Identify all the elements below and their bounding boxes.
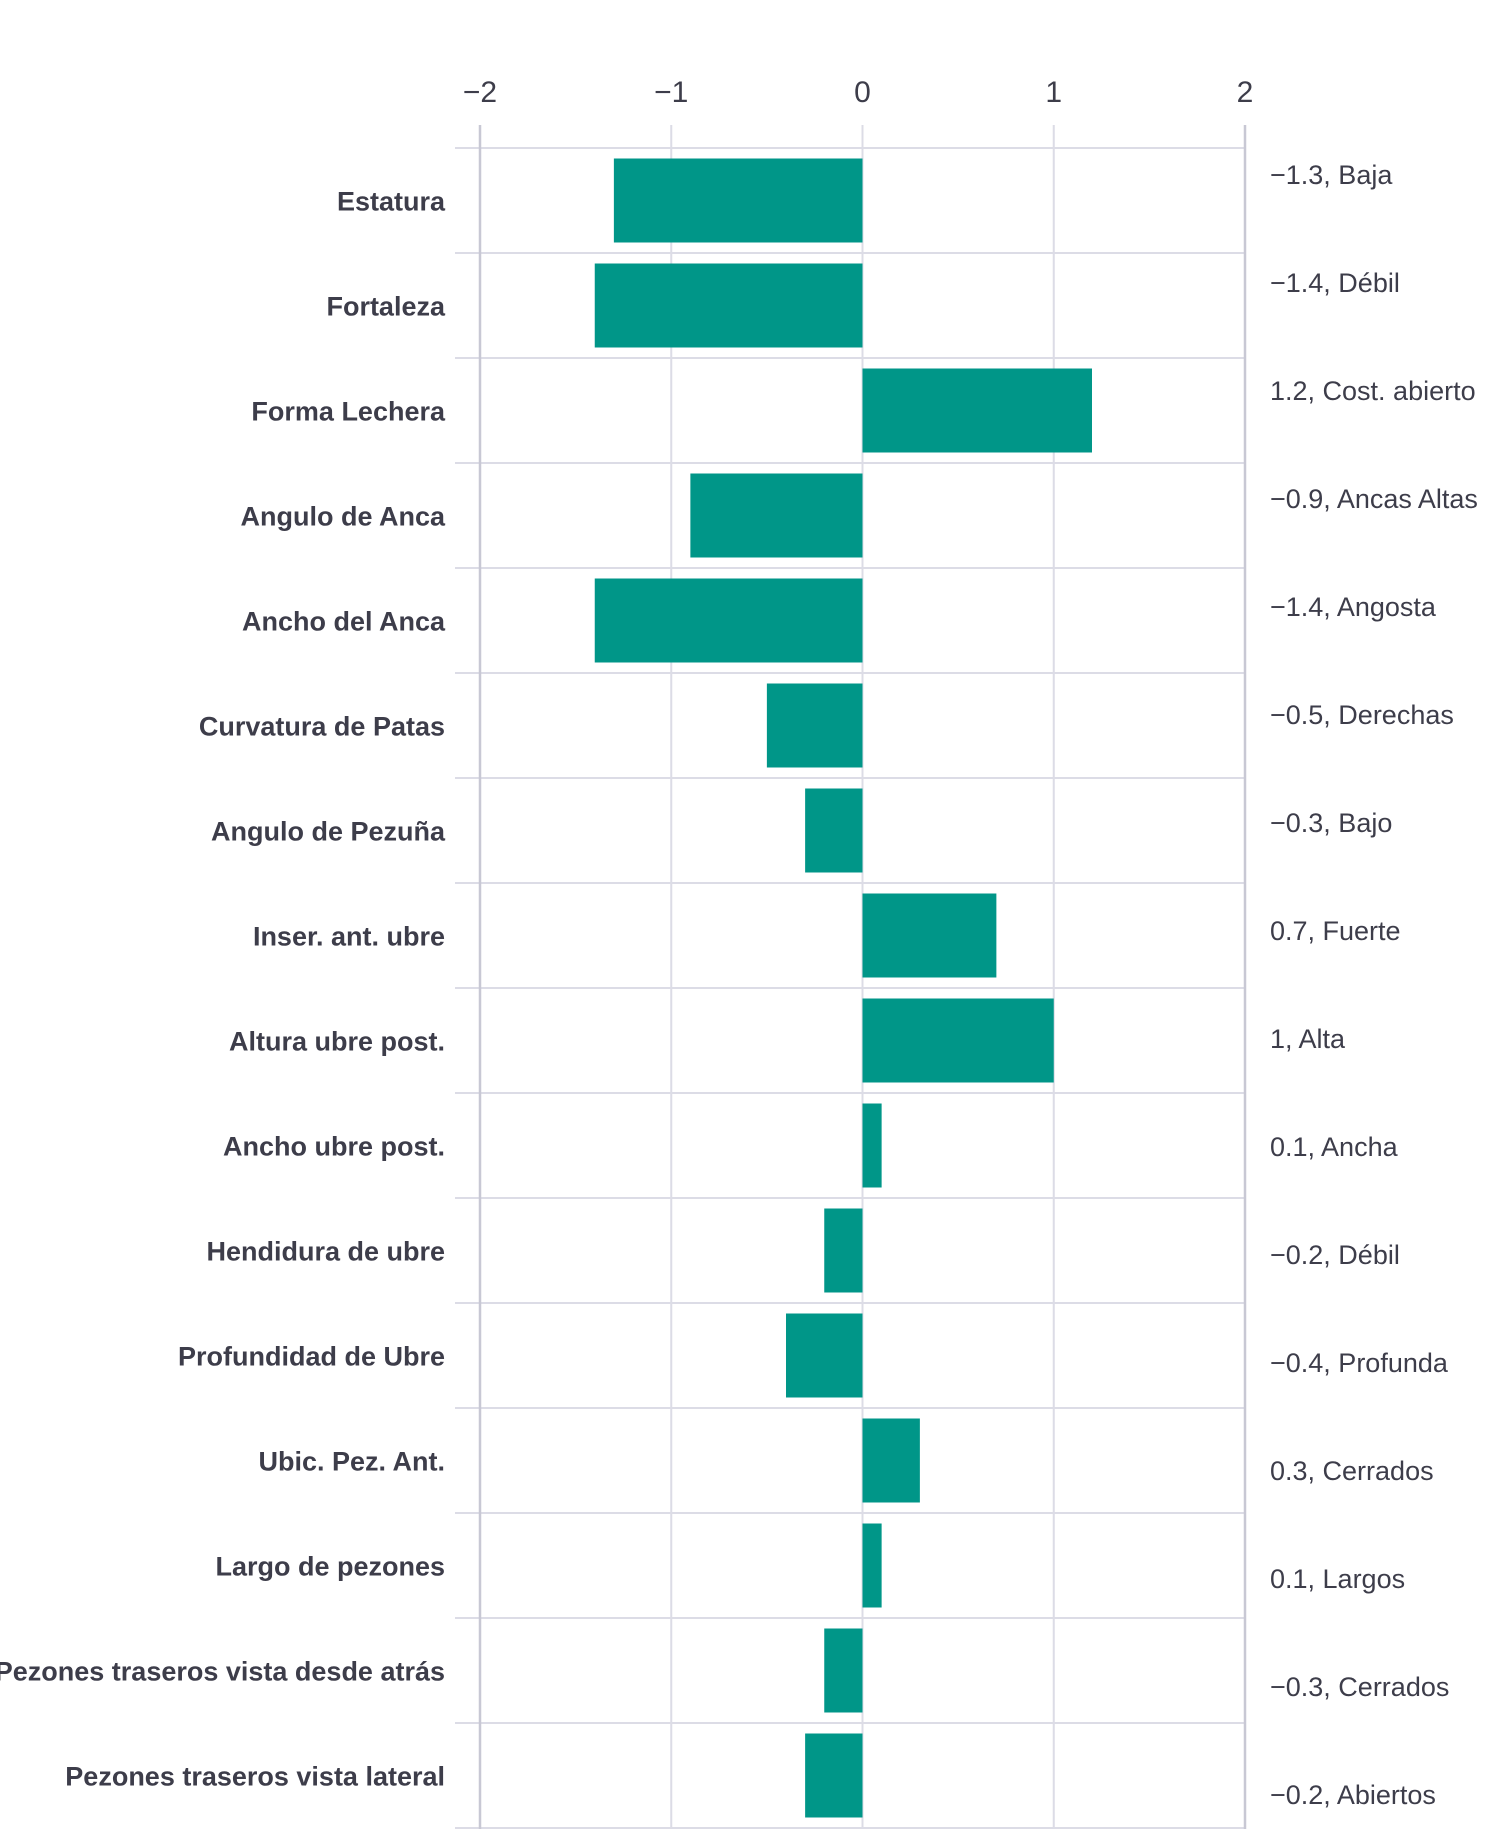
bar [594,263,863,348]
bar [862,1103,882,1188]
x-tick-label: 1 [1045,76,1062,109]
category-label: Ancho del Anca [242,607,446,637]
category-label: Ancho ubre post. [223,1132,445,1162]
category-label: Inser. ant. ubre [253,922,445,952]
category-label: Pezones traseros vista lateral [65,1762,445,1792]
bar [805,788,863,873]
value-label: 1, Alta [1270,1024,1346,1054]
value-label: −0.3, Bajo [1270,808,1392,838]
bar [862,893,997,978]
bar [862,1418,920,1503]
bars [594,158,1092,1818]
category-label: Curvatura de Patas [199,712,445,742]
x-tick-label: −1 [654,76,688,109]
value-label: 0.3, Cerrados [1270,1456,1434,1486]
bar [786,1313,863,1398]
value-label: 0.7, Fuerte [1270,916,1401,946]
bar [862,368,1092,453]
value-label: −1.4, Angosta [1270,592,1437,622]
category-label: Angulo de Anca [240,502,445,532]
category-label: Fortaleza [326,292,446,322]
bar [862,998,1054,1083]
value-label: −0.2, Abiertos [1270,1780,1436,1810]
category-label: Profundidad de Ubre [178,1342,445,1372]
category-label: Altura ubre post. [229,1027,445,1057]
bar [690,473,863,558]
category-label: Hendidura de ubre [206,1237,445,1267]
value-label: 1.2, Cost. abierto [1270,376,1476,406]
x-tick-label: −2 [463,76,497,109]
category-label: Forma Lechera [251,397,446,427]
x-tick-label: 0 [854,76,871,109]
value-label: −0.3, Cerrados [1270,1672,1449,1702]
category-label: Pezones traseros vista desde atrás [0,1657,445,1687]
labels: −2 −1 0 1 2 Estatura Fortaleza Forma Lechera Ang… [0,76,1478,1810]
value-label: 0.1, Largos [1270,1564,1405,1594]
grid [455,125,1246,1829]
bar [862,1523,882,1608]
category-label: Ubic. Pez. Ant. [258,1447,445,1477]
bar [824,1628,863,1713]
axes [478,125,1247,1829]
value-label: −1.4, Débil [1270,268,1400,298]
bar [805,1733,863,1818]
category-label: Estatura [337,187,446,217]
bar [613,158,863,243]
value-label: −0.2, Débil [1270,1240,1400,1270]
value-label: −1.3, Baja [1270,160,1393,190]
value-label: −0.4, Profunda [1270,1348,1449,1378]
value-label: 0.1, Ancha [1270,1132,1399,1162]
bar [824,1208,863,1293]
bar [766,683,863,768]
x-tick-label: 2 [1237,76,1254,109]
category-label: Angulo de Pezuña [211,817,446,847]
value-label: −0.9, Ancas Altas [1270,484,1478,514]
bar [594,578,863,663]
value-label: −0.5, Derechas [1270,700,1454,730]
category-label: Largo de pezones [215,1552,445,1582]
